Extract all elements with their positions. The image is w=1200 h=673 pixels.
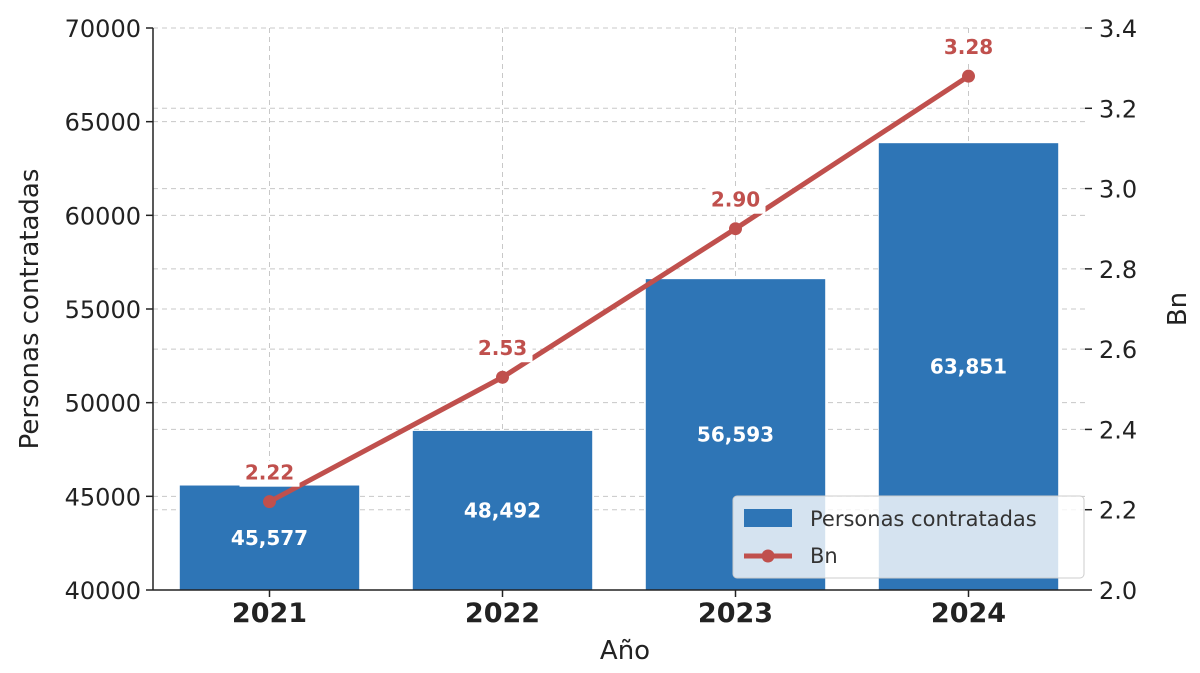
line-label-bg (239, 460, 300, 487)
line-value-label: 2.53 (478, 336, 527, 360)
legend-label-line: Bn (810, 544, 838, 568)
x-tick-label: 2022 (465, 598, 540, 629)
y-axis-title: Personas contratadas (15, 169, 45, 450)
y2-tick-label: 2.0 (1099, 577, 1137, 605)
y2-tick-label: 3.0 (1099, 176, 1137, 204)
legend: Personas contratadas Bn (732, 495, 1085, 579)
legend-box (732, 495, 1085, 579)
legend-swatch-marker (761, 549, 775, 563)
y2-tick-label: 2.4 (1099, 416, 1137, 444)
line-series (263, 69, 975, 509)
bar-value-label: 56,593 (697, 423, 774, 447)
line-value-label: 2.22 (245, 461, 294, 485)
y2-axis-title: Bn (1163, 292, 1193, 326)
x-tick-label: 2023 (698, 598, 773, 629)
line-point (496, 370, 509, 384)
y-tick-label: 70000 (65, 15, 141, 43)
line-value-label: 2.90 (711, 188, 760, 212)
y2-tick-label: 3.4 (1099, 15, 1137, 43)
line-label-bg (938, 35, 999, 62)
line-label-bg (705, 187, 766, 214)
line-point (263, 495, 276, 509)
y2-tick-label: 2.2 (1099, 497, 1137, 525)
x-tick-label: 2024 (931, 598, 1006, 629)
data-labels: 45,577 48,492 56,593 63,851 2.22 2.53 2.90 3.28 (231, 35, 1007, 550)
bar-value-label: 48,492 (464, 498, 541, 522)
y2-tick-label: 3.2 (1099, 95, 1137, 123)
y-tick-label: 65000 (65, 109, 141, 137)
legend-label-bars: Personas contratadas (810, 507, 1037, 531)
line-point (962, 69, 975, 83)
x-axis-title: Año (600, 636, 650, 666)
bar (412, 430, 593, 590)
y-tick-label: 60000 (65, 202, 141, 230)
legend-swatch-bars (744, 509, 792, 527)
bar-value-label: 45,577 (231, 526, 308, 550)
y-tick-label: 45000 (65, 483, 141, 511)
line-value-label: 3.28 (944, 35, 993, 59)
y-tick-label: 40000 (65, 577, 141, 605)
y-tick-label: 55000 (65, 296, 141, 324)
line-path (267, 73, 971, 505)
bar-value-label: 63,851 (930, 355, 1007, 379)
axes: 40000 45000 50000 55000 60000 65000 70000 2.0 2.… (65, 15, 1138, 629)
y2-tick-label: 2.6 (1099, 336, 1137, 364)
x-tick-label: 2021 (232, 598, 307, 629)
y2-tick-label: 2.8 (1099, 256, 1137, 284)
line-label-bg (472, 336, 533, 363)
y-tick-label: 50000 (65, 390, 141, 418)
line-point (729, 222, 742, 236)
